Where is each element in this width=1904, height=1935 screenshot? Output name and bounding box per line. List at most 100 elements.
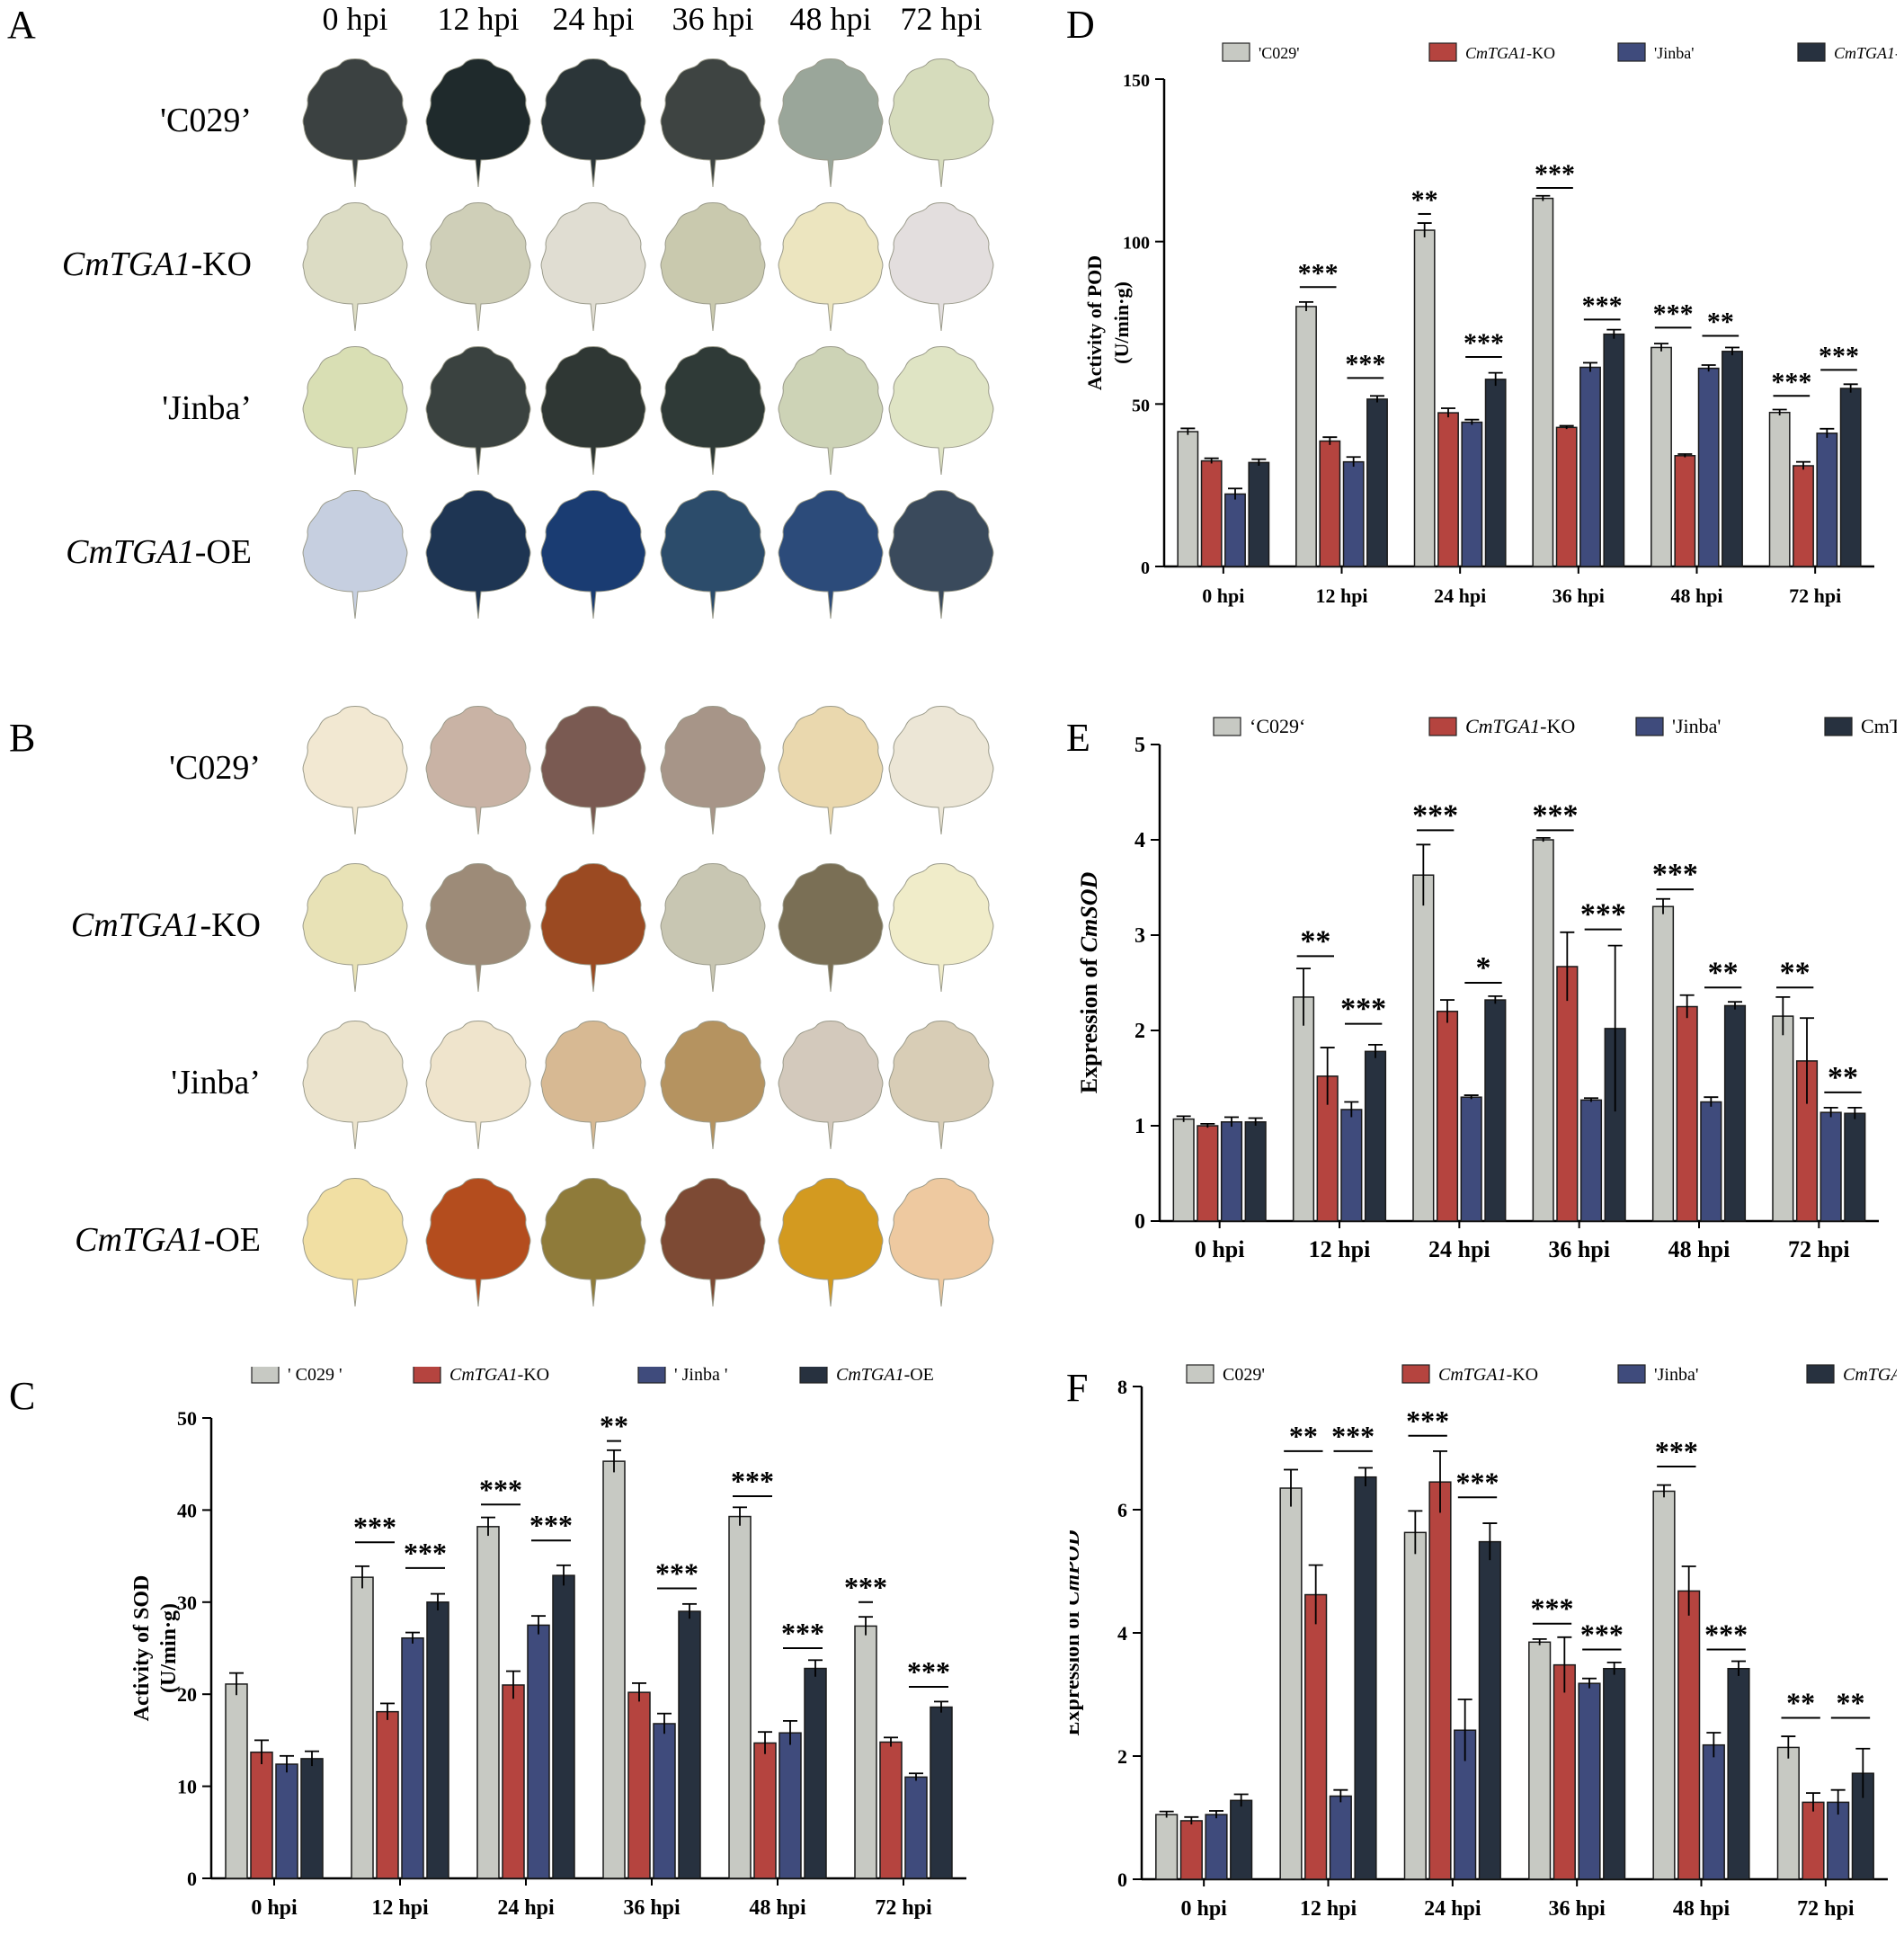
bar-s3-c1 [1366,398,1388,567]
bar-s0-c3 [1532,197,1554,567]
grid-b-leaf-r3-c4 [778,1178,884,1307]
legend-swatch-3 [1797,42,1826,62]
x-tick-label: 48 hpi [1673,1897,1731,1921]
y-axis-unit: (U/min·g) [157,1603,181,1693]
x-tick-label: 0 hpi [1195,1236,1245,1262]
bar-s0-c1 [351,1576,374,1879]
y-tick-label: 50 [177,1407,197,1430]
y-axis-label: Expression of CmSOD [1076,871,1102,1093]
significance-label: ** [1411,185,1438,215]
significance-label: ** [1708,956,1739,989]
significance-label: *** [529,1509,573,1541]
grid-a-leaf-r0-c3 [660,58,766,188]
legend-label-1: CmTGA1-KO [1465,715,1575,737]
bar-s3-c1 [1354,1476,1377,1880]
bar-s0-c4 [1651,905,1675,1222]
bar-s3-c5 [1844,1112,1866,1222]
x-tick-label: 36 hpi [1548,1236,1610,1262]
grid-a-leaf-r1-c2 [540,202,646,332]
y-tick-label: 5 [1134,734,1145,757]
legend-label-0: 'C029' [1259,44,1300,62]
y-tick-label: 10 [177,1776,197,1798]
bar-s1-c0 [1197,1125,1219,1222]
y-tick-label: 0 [1134,1210,1145,1234]
significance-label: *** [1298,258,1339,288]
bar-s3-c3 [1603,333,1625,567]
grid-a-leaf-r2-c0 [302,346,408,476]
chart-e-cmsod-expression: ‘C029‘ CmTGA1-KO 'Jinba' CmTGA1-OE 0 1 2 3 4 5 Exp… [1076,715,1897,1262]
bar-s3-c0 [1230,1799,1253,1880]
panel-letter-c: C [9,1374,36,1418]
bar-s0-c5 [854,1625,877,1879]
legend-swatch-1 [413,1367,441,1384]
panel-letter-a: A [7,3,36,47]
significance-label: *** [404,1537,447,1569]
legend-label-2: 'Jinba' [1654,44,1694,62]
bar-s0-c5 [1768,411,1791,567]
x-tick-label: 12 hpi [1300,1897,1357,1921]
x-tick-label: 0 hpi [251,1896,298,1920]
legend-swatch-3 [1806,1364,1835,1384]
bar-s3-c1 [426,1601,449,1879]
panel-letter-e: E [1066,716,1090,760]
panel-letter-f: F [1066,1366,1089,1410]
grid-b-leaf-r0-c4 [778,706,884,835]
grid-b-leaf-r3-c5 [888,1178,994,1307]
bar-s3-c4 [804,1667,827,1879]
significance-label: *** [1531,1592,1574,1625]
grid-a-leaf-r1-c1 [425,202,531,332]
bar-s0-c2 [1412,874,1435,1222]
x-tick-label: 24 hpi [497,1896,555,1920]
grid-b-leaf-r3-c3 [660,1178,766,1307]
bar-s1-c1 [1319,440,1341,567]
bar-s3-c2 [1478,1540,1501,1880]
significance-label: *** [353,1511,396,1543]
significance-label: *** [1456,1466,1499,1498]
bar-s3-c0 [1248,461,1270,567]
grid-b-leaf-r0-c2 [540,706,646,835]
grid-a-row-label-1: CmTGA1-KO [61,245,252,283]
bar-s0-c4 [728,1515,752,1879]
bar-s3-c3 [678,1610,701,1879]
bar-s0-c2 [1403,1531,1427,1880]
y-axis-label: Expression of CmPOD [1070,1530,1084,1736]
legend-label-2: 'Jinba' [1654,1365,1698,1385]
bar-s0-c4 [1652,1490,1676,1880]
significance-label: *** [731,1465,774,1497]
bar-s0-c3 [602,1460,626,1879]
legend-swatch-0 [1222,42,1250,62]
bar-s3-c4 [1723,1004,1747,1222]
grid-b-leaf-r1-c1 [425,863,531,993]
legend-label-0: ‘C029‘ [1250,715,1305,737]
grid-b-leaf-r1-c4 [778,863,884,993]
grid-b-leaf-r2-c2 [540,1021,646,1150]
legend-label-3: CmTGA1-OE [1843,1365,1897,1385]
y-tick-label: 50 [1132,396,1150,415]
grid-b-leaf-r2-c3 [660,1021,766,1150]
legend-swatch-2 [1617,1364,1646,1384]
grid-b-leaf-r0-c3 [660,706,766,835]
significance-label: ** [1786,1687,1815,1719]
y-axis-unit: (U/min·g) [1110,281,1133,364]
bar-s0-c2 [1413,229,1436,567]
legend-label-1: CmTGA1-KO [1465,44,1555,62]
x-tick-label: 36 hpi [623,1896,681,1920]
bar-s1-c2 [1436,1011,1459,1222]
significance-label: *** [1464,328,1504,358]
significance-label: *** [1331,1420,1375,1452]
significance-label: *** [655,1556,698,1589]
significance-label: ** [1707,307,1734,336]
y-tick-label: 0 [1117,1868,1127,1891]
significance-label: *** [1345,349,1385,379]
y-axis-label: Activity of SOD [130,1575,154,1722]
x-tick-label: 24 hpi [1424,1897,1481,1921]
x-tick-label: 0 hpi [1180,1897,1227,1921]
bar-s1-c3 [1555,426,1578,567]
legend-label-1: CmTGA1-KO [1438,1365,1538,1385]
bar-s3-c5 [1839,388,1862,567]
bar-s2-c4 [779,1732,802,1879]
y-tick-label: 8 [1117,1376,1127,1398]
panel-letter-d: D [1066,3,1095,47]
bar-s2-c4 [1697,367,1720,567]
grid-b-leaf-r3-c2 [540,1178,646,1307]
